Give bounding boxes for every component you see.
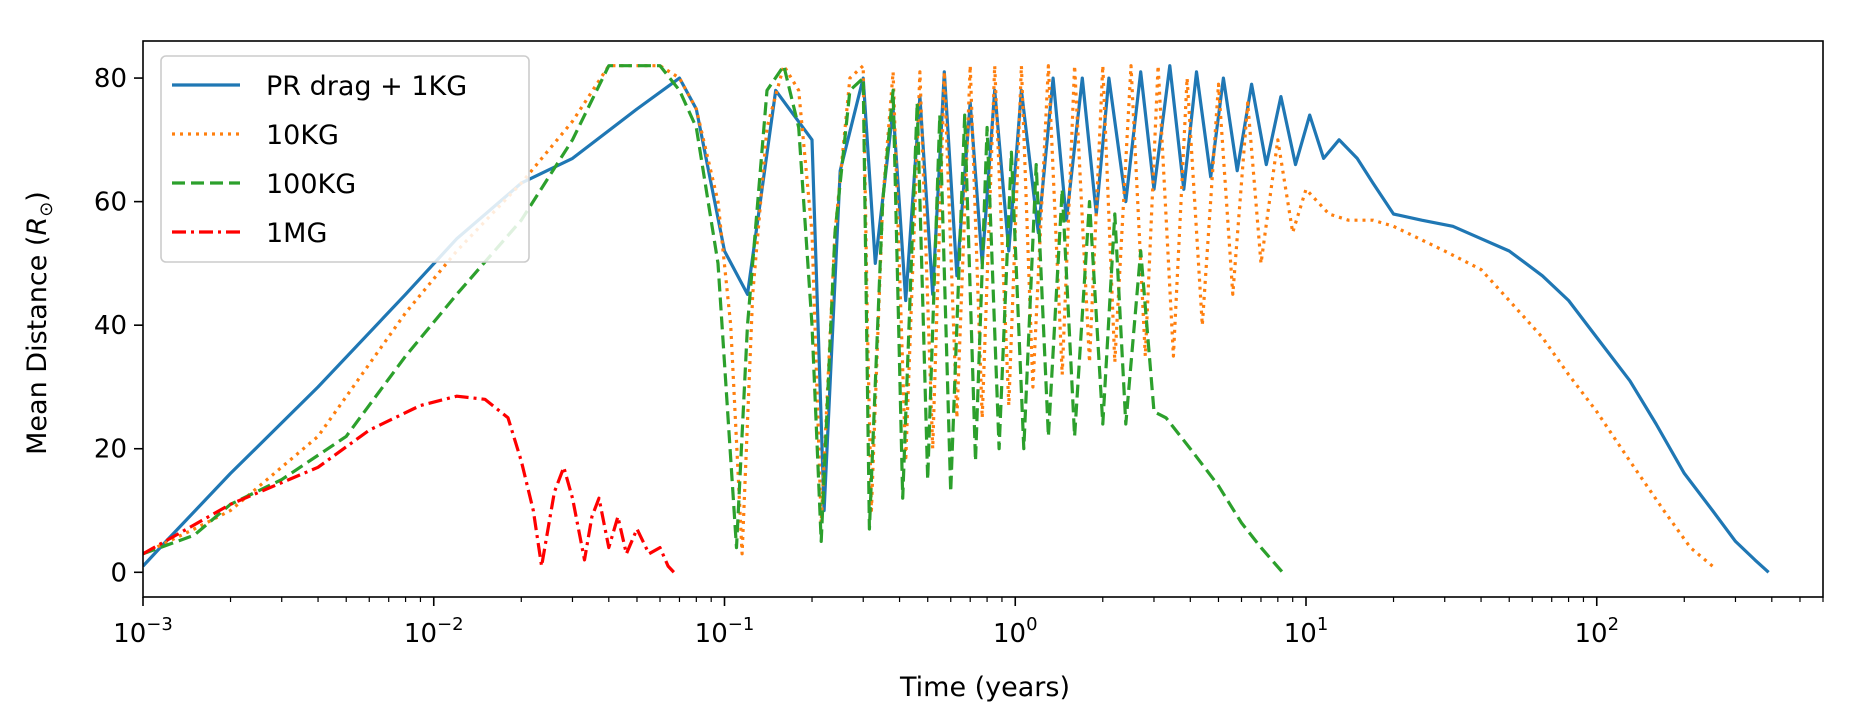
x-tick-label: 100 [993, 614, 1038, 649]
x-tick-label-base: 10 [695, 619, 728, 649]
y-axis-label-text: Mean Distance ( [22, 236, 53, 455]
x-tick-label-exponent: 1 [1317, 614, 1328, 635]
x-tick-label-exponent: −3 [146, 614, 173, 635]
plot-frame [142, 40, 1824, 598]
legend-label-2: 10KG [266, 120, 339, 151]
y-axis-label-symbol: R [22, 217, 53, 236]
legend-label-1: PR drag + 1KG [266, 71, 467, 102]
x-tick-label-exponent: 2 [1608, 614, 1619, 635]
x-tick-label-exponent: 0 [1026, 614, 1037, 635]
x-tick-label-base: 10 [1284, 619, 1317, 649]
x-tick-label-base: 10 [1574, 619, 1607, 649]
series-line-3 [143, 64, 1284, 574]
legend-label-4: 1MG [266, 218, 327, 249]
y-axis-label: Mean Distance (R⊙) [22, 191, 57, 455]
legend-box [160, 55, 530, 263]
x-tick-label-exponent: −2 [437, 614, 464, 635]
series-line-4 [143, 394, 676, 574]
y-tick-label: 60 [94, 188, 127, 218]
x-tick-label-base: 10 [993, 619, 1026, 649]
series-line-2 [143, 64, 1714, 568]
y-tick-label: 80 [94, 64, 127, 94]
x-axis-label: Time (years) [899, 672, 1070, 703]
x-tick-label: 10−2 [404, 614, 464, 649]
y-tick-label: 0 [110, 558, 127, 588]
x-tick-label-base: 10 [113, 619, 146, 649]
x-tick-label: 102 [1574, 614, 1619, 649]
legend: PR drag + 1KG 10KG 100KG 1MG [160, 55, 530, 263]
y-axis-label-subscript: ⊙ [36, 202, 57, 217]
y-tick-label: 20 [94, 435, 127, 465]
series-layer [143, 64, 1770, 574]
x-tick-label: 101 [1284, 614, 1329, 649]
x-tick-label: 10−3 [113, 614, 173, 649]
legend-label-3: 100KG [266, 169, 356, 200]
x-tick-label-base: 10 [404, 619, 437, 649]
y-axis-label-close: ) [22, 191, 53, 202]
y-tick-label: 40 [94, 311, 127, 341]
x-tick-label: 10−1 [695, 614, 755, 649]
x-tick-label-exponent: −1 [728, 614, 755, 635]
